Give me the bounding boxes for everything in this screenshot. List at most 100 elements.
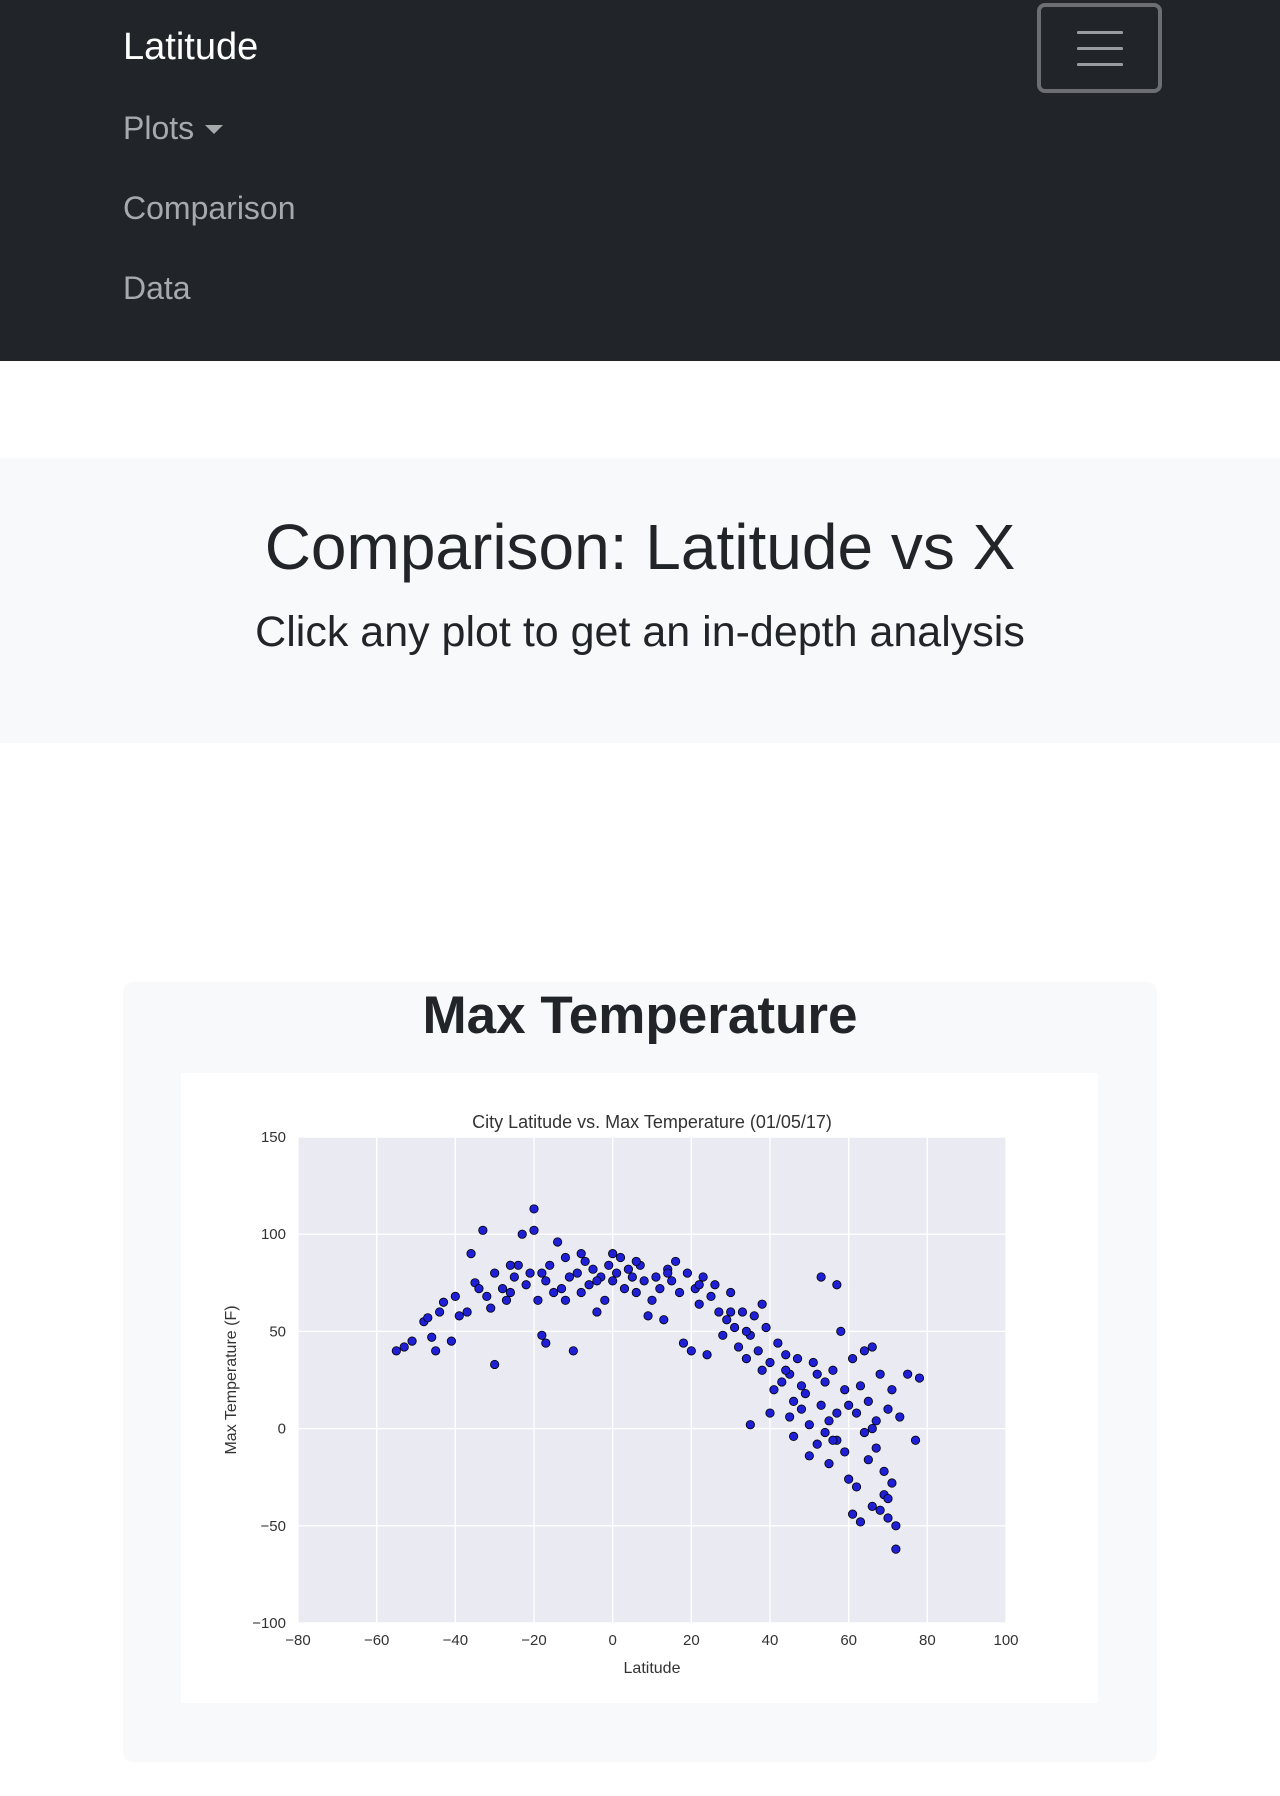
- data-point: [454, 1311, 464, 1321]
- data-point: [663, 1268, 673, 1278]
- x-tick-label: −40: [443, 1632, 468, 1649]
- x-tick-label: 60: [840, 1632, 857, 1649]
- x-tick-label: −20: [521, 1632, 546, 1649]
- data-point: [694, 1299, 704, 1309]
- data-point: [804, 1451, 814, 1461]
- data-point: [804, 1420, 814, 1430]
- data-point: [643, 1311, 653, 1321]
- data-point: [391, 1346, 401, 1356]
- data-point: [769, 1385, 779, 1395]
- data-points: [391, 1204, 925, 1554]
- data-point: [588, 1264, 598, 1274]
- data-point: [564, 1272, 574, 1282]
- data-point: [584, 1280, 594, 1290]
- data-point: [604, 1260, 614, 1270]
- plot-image[interactable]: −80 −60 −40 −20 0 20 40 60 80 100 −100 −50 0 50 100 15…: [181, 1073, 1098, 1703]
- data-point: [509, 1272, 519, 1282]
- data-point: [883, 1513, 893, 1523]
- data-point: [407, 1336, 417, 1346]
- data-point: [781, 1350, 791, 1360]
- data-point: [541, 1338, 551, 1348]
- y-axis-label: Max Temperature (F): [223, 1305, 240, 1454]
- nav-item-comparison[interactable]: Comparison: [123, 190, 296, 227]
- data-point: [552, 1237, 563, 1247]
- data-point: [761, 1322, 771, 1333]
- data-point: [855, 1517, 866, 1527]
- data-point: [521, 1280, 531, 1290]
- data-point: [737, 1307, 748, 1317]
- data-point: [729, 1322, 740, 1333]
- x-tick-label: 100: [993, 1632, 1018, 1649]
- navbar-brand[interactable]: Latitude: [123, 26, 259, 68]
- data-point: [788, 1431, 799, 1441]
- hamburger-icon-bar: [1077, 63, 1123, 66]
- data-point: [773, 1338, 783, 1348]
- data-point: [556, 1284, 567, 1294]
- data-point: [820, 1427, 830, 1438]
- hamburger-icon-bar: [1077, 47, 1123, 50]
- data-point: [466, 1249, 476, 1259]
- data-point: [792, 1354, 803, 1364]
- data-point: [863, 1455, 873, 1465]
- data-point: [592, 1276, 602, 1286]
- data-point: [887, 1478, 897, 1488]
- data-point: [659, 1315, 669, 1325]
- data-point: [431, 1346, 441, 1356]
- data-point: [753, 1346, 763, 1356]
- data-point: [871, 1443, 881, 1453]
- hamburger-icon: [1077, 31, 1123, 34]
- data-point: [757, 1299, 767, 1309]
- data-point: [867, 1423, 877, 1434]
- data-point: [608, 1276, 618, 1286]
- data-point: [844, 1474, 854, 1484]
- data-point: [576, 1287, 586, 1298]
- data-point: [800, 1389, 811, 1399]
- chart-title: City Latitude vs. Max Temperature (01/05…: [472, 1112, 832, 1132]
- data-point: [482, 1291, 492, 1302]
- data-point: [486, 1303, 496, 1313]
- data-point: [745, 1420, 755, 1430]
- data-point: [867, 1342, 877, 1352]
- y-tick-labels: −100 −50 0 50 100 150: [252, 1129, 286, 1632]
- data-point: [525, 1268, 535, 1278]
- data-point: [702, 1350, 712, 1360]
- data-point: [914, 1373, 925, 1383]
- data-point: [749, 1311, 759, 1321]
- data-point: [788, 1396, 799, 1406]
- data-point: [438, 1297, 449, 1307]
- data-point: [694, 1280, 704, 1290]
- data-point: [462, 1307, 472, 1317]
- data-point: [537, 1330, 547, 1340]
- data-point: [608, 1249, 618, 1259]
- data-point: [670, 1256, 681, 1267]
- data-point: [678, 1338, 689, 1348]
- data-point: [887, 1385, 897, 1395]
- data-point: [627, 1272, 637, 1282]
- nav-item-plots[interactable]: Plots: [123, 110, 224, 147]
- navbar-toggler-button[interactable]: [1037, 3, 1162, 93]
- data-point: [847, 1509, 858, 1519]
- data-point: [568, 1346, 578, 1356]
- data-point: [576, 1249, 586, 1259]
- data-point: [910, 1435, 921, 1445]
- data-point: [859, 1346, 870, 1356]
- gridlines: [297, 1136, 1007, 1624]
- scatter-chart: −80 −60 −40 −20 0 20 40 60 80 100 −100 −50 0 50 100 15…: [223, 1112, 1019, 1677]
- data-point: [537, 1268, 547, 1278]
- y-tick-label: −100: [252, 1615, 286, 1632]
- data-point: [513, 1260, 523, 1270]
- card-title: Max Temperature: [422, 986, 858, 1045]
- data-point: [879, 1466, 889, 1476]
- data-point: [726, 1287, 736, 1298]
- data-point: [517, 1229, 527, 1239]
- data-point: [891, 1521, 901, 1531]
- data-point: [718, 1330, 728, 1340]
- data-point: [808, 1357, 818, 1368]
- data-point: [501, 1295, 512, 1305]
- data-point: [840, 1385, 850, 1395]
- x-tick-label: −80: [285, 1632, 310, 1649]
- nav-item-data[interactable]: Data: [123, 270, 191, 307]
- data-point: [777, 1377, 787, 1387]
- data-point: [726, 1307, 736, 1317]
- data-point: [824, 1416, 834, 1426]
